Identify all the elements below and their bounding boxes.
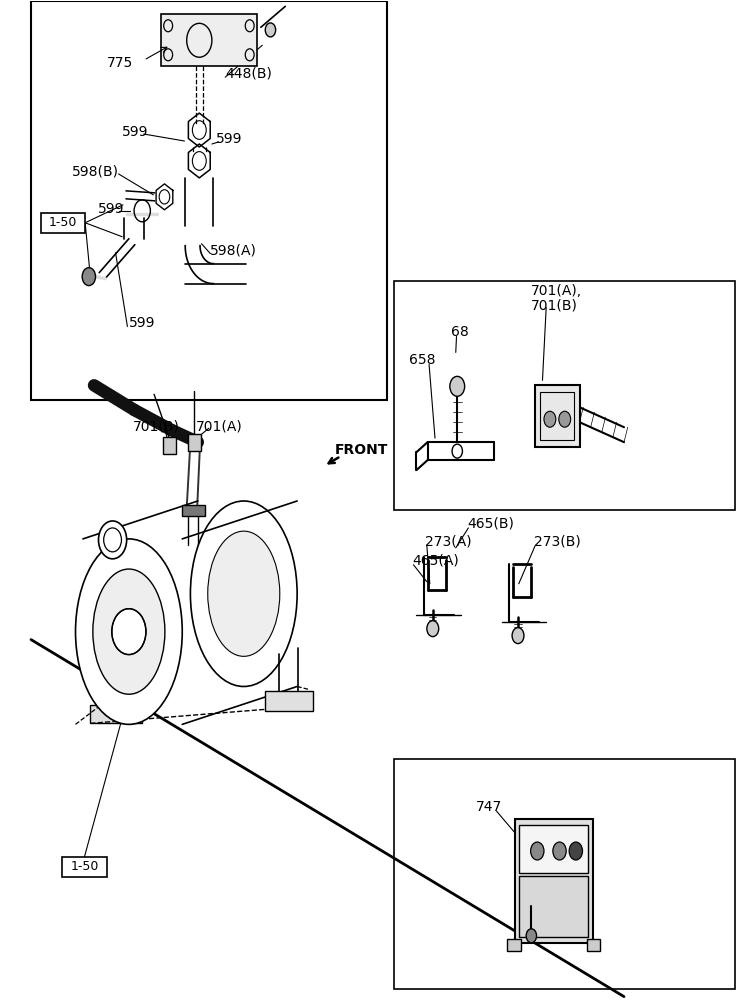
FancyBboxPatch shape [90,705,142,723]
Text: 1-50: 1-50 [48,216,77,229]
Circle shape [98,521,126,559]
Circle shape [559,411,571,427]
FancyBboxPatch shape [265,691,312,711]
Ellipse shape [93,569,165,694]
Ellipse shape [208,531,280,656]
Text: 775: 775 [106,56,133,70]
FancyBboxPatch shape [535,385,580,447]
FancyBboxPatch shape [519,876,588,937]
Text: 701(A): 701(A) [196,419,243,433]
Text: 273(A): 273(A) [426,535,472,549]
Circle shape [544,411,556,427]
FancyBboxPatch shape [188,434,201,451]
Text: 448(B): 448(B) [225,66,272,80]
Text: 599: 599 [121,125,148,139]
Circle shape [82,268,95,286]
Circle shape [427,621,439,637]
Text: FRONT: FRONT [335,443,388,457]
Ellipse shape [190,501,297,686]
Text: 465(B): 465(B) [467,517,514,531]
Circle shape [569,842,583,860]
Text: 68: 68 [451,325,468,339]
Text: 747: 747 [475,800,502,814]
FancyBboxPatch shape [515,819,592,943]
Text: 1-50: 1-50 [70,860,99,873]
Circle shape [553,842,566,860]
Circle shape [526,929,536,943]
Circle shape [512,628,524,644]
Circle shape [112,609,146,655]
Circle shape [450,376,465,396]
Text: 658: 658 [409,353,435,367]
Text: 701(A),: 701(A), [531,284,583,298]
Text: 599: 599 [129,316,155,330]
Ellipse shape [75,539,182,724]
FancyBboxPatch shape [519,825,588,873]
FancyBboxPatch shape [507,939,521,951]
Text: 598(B): 598(B) [72,165,119,179]
FancyBboxPatch shape [161,14,257,66]
Text: 273(B): 273(B) [533,535,580,549]
FancyBboxPatch shape [41,213,85,233]
FancyBboxPatch shape [182,505,205,516]
FancyBboxPatch shape [586,939,600,951]
Text: 599: 599 [97,202,124,216]
Circle shape [530,842,544,860]
Text: 599: 599 [217,132,243,146]
Text: 465(A): 465(A) [412,554,459,568]
Circle shape [266,23,275,37]
Text: 701(B): 701(B) [133,419,180,433]
Text: 598(A): 598(A) [211,244,257,258]
FancyBboxPatch shape [62,857,106,877]
FancyBboxPatch shape [163,437,176,454]
Text: 701(B): 701(B) [531,299,578,313]
